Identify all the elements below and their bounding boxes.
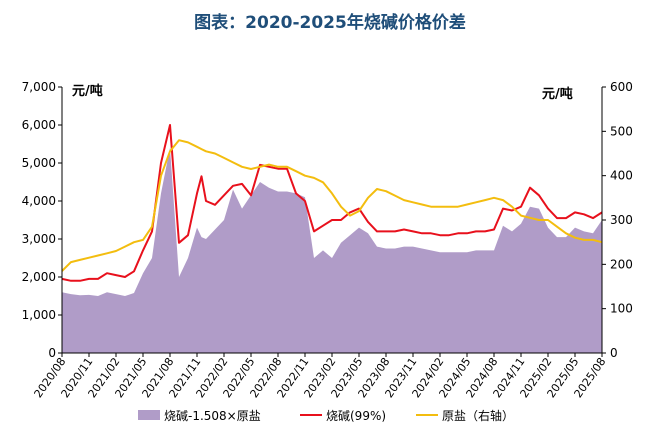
y-tick-label-right: 400 [610,169,633,183]
legend-spread-label: 烧碱-1.508×原盐 [164,409,261,423]
y-tick-label-left: 3,000 [22,232,56,246]
y-tick-label-right: 200 [610,257,633,271]
y-tick-label-left: 7,000 [22,80,56,94]
y-tick-label-right: 300 [610,213,633,227]
y-tick-label-left: 2,000 [22,270,56,284]
series-line-salt [61,139,603,272]
y-tick-label-right: 0 [610,346,618,360]
y-tick-label-left: 5,000 [22,156,56,170]
y-unit-right: 元/吨 [542,86,573,102]
y-tick-label-right: 500 [610,124,633,138]
y-tick-label-left: 6,000 [22,118,56,132]
y-tick-label-left: 1,000 [22,308,56,322]
series-area-spread [62,147,602,353]
y-tick-label-left: 4,000 [22,194,56,208]
y-tick-label-right: 100 [610,302,633,316]
chart-title: 图表：2020-2025年烧碱价格价差 [194,13,466,33]
y-unit-left: 元/吨 [72,83,103,99]
legend-caustic-label: 烧碱(99%) [326,409,386,423]
legend-salt-label: 原盐（右轴） [442,408,514,423]
y-tick-label-left: 0 [48,346,56,360]
legend-spread-swatch [138,410,160,420]
y-tick-label-right: 600 [610,80,633,94]
